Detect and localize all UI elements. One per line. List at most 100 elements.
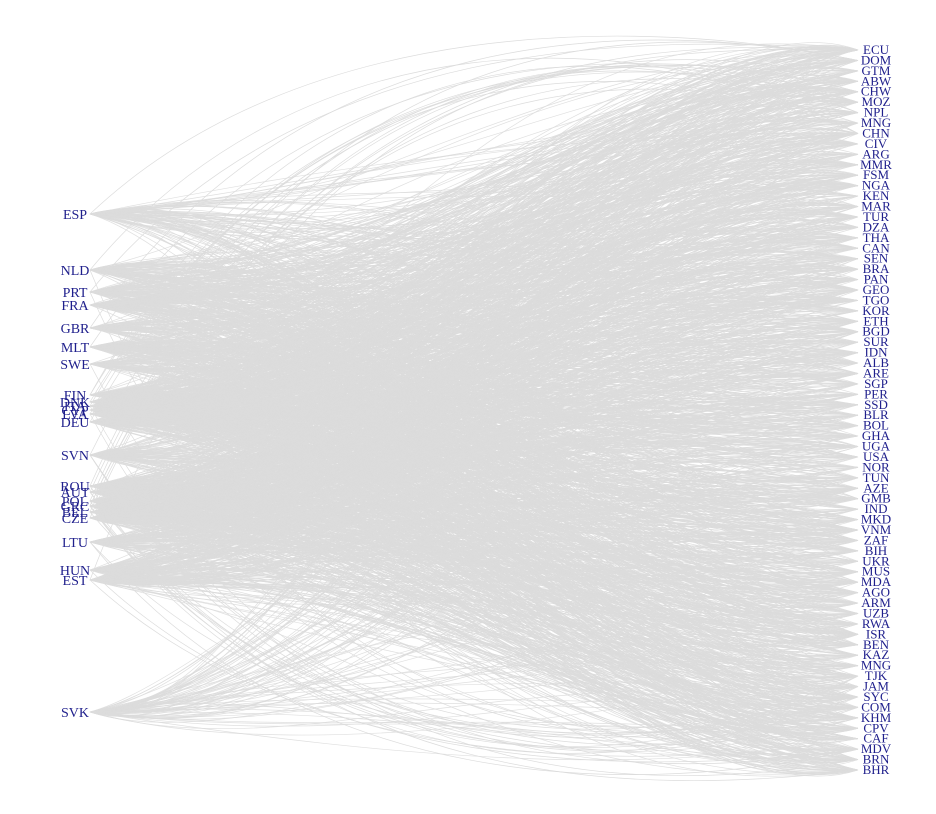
left-node-label: FIN <box>64 389 87 404</box>
edge <box>89 258 859 713</box>
edge <box>89 143 859 507</box>
edge <box>89 423 859 581</box>
edge <box>89 247 859 713</box>
edge <box>89 297 859 715</box>
right-node-label: CAN <box>862 240 890 255</box>
edge <box>89 444 859 713</box>
edge <box>89 349 859 717</box>
edge <box>89 579 859 605</box>
right-node-label: NGA <box>862 178 891 193</box>
edge <box>89 708 859 761</box>
right-node-label: GMB <box>861 491 891 506</box>
right-node-label: CHN <box>862 125 890 140</box>
edge <box>89 45 859 507</box>
edge <box>89 576 859 717</box>
edge <box>89 49 859 581</box>
edge <box>89 153 859 713</box>
right-node-label: PAN <box>864 272 889 287</box>
edge <box>89 203 859 571</box>
edge <box>89 300 859 713</box>
edge <box>89 162 859 581</box>
edge <box>89 540 859 554</box>
right-node-label: IND <box>864 501 887 516</box>
edge <box>89 579 859 646</box>
right-node-label: MDA <box>861 574 892 589</box>
edge <box>89 529 859 581</box>
right-node-label: ISR <box>866 626 887 641</box>
right-node-label: PER <box>864 386 888 401</box>
edge <box>89 49 859 507</box>
edge <box>89 702 859 719</box>
edge <box>89 170 859 519</box>
edge <box>89 491 859 736</box>
left-node-label: PRT <box>63 286 88 301</box>
right-node-label: SSD <box>864 397 888 412</box>
right-node-label: MNG <box>861 658 891 673</box>
right-node-label: ABW <box>861 73 892 88</box>
left-node-label: ROU <box>60 480 90 495</box>
edge <box>89 88 859 507</box>
edge <box>89 341 859 571</box>
edge <box>89 184 859 456</box>
edge <box>89 143 859 581</box>
right-node-labels: ECUDOMGTMABWCHWMOZNPLMNGCHNCIVARGMMRFSMN… <box>860 42 892 777</box>
edge <box>89 227 859 415</box>
edge <box>89 578 859 687</box>
edge <box>89 513 859 713</box>
right-node-label: UKR <box>862 553 890 568</box>
edge <box>89 550 859 713</box>
right-node-label: SYC <box>863 689 888 704</box>
right-node-label: BOL <box>863 418 889 433</box>
right-node-label: ARM <box>861 595 891 610</box>
edge <box>89 505 859 748</box>
edge <box>89 331 859 717</box>
edge <box>89 81 859 407</box>
right-node-label: KHM <box>861 710 892 725</box>
right-node-label: TUR <box>863 209 889 224</box>
edge <box>89 711 859 761</box>
right-node-label: NPL <box>864 105 889 120</box>
right-node-label: KEN <box>863 188 890 203</box>
edge <box>89 143 859 423</box>
edge <box>89 234 859 713</box>
edge <box>89 521 859 713</box>
edge <box>89 541 859 775</box>
edge <box>89 498 859 525</box>
edge <box>89 529 859 713</box>
edge <box>89 43 859 293</box>
left-node-label: CZE <box>62 512 88 527</box>
edge <box>89 143 859 507</box>
edge <box>89 352 859 717</box>
edge <box>89 60 859 519</box>
edge <box>89 60 859 293</box>
edge <box>89 91 859 424</box>
edge <box>89 331 859 571</box>
right-node-label: AGO <box>862 585 890 600</box>
edge <box>89 258 859 581</box>
right-node-label: ECU <box>863 42 890 57</box>
right-node-label: MDV <box>861 741 892 756</box>
edge <box>89 491 859 752</box>
edge <box>89 460 859 713</box>
edge <box>89 682 859 713</box>
edge <box>89 456 859 713</box>
right-node-label: CHW <box>861 84 892 99</box>
right-node-label: GEO <box>863 282 890 297</box>
edge <box>89 579 859 635</box>
edge <box>89 133 859 507</box>
right-node-label: BLR <box>863 407 889 422</box>
right-node-label: GTM <box>862 63 891 78</box>
edge <box>89 511 859 734</box>
edge <box>89 575 859 760</box>
edge <box>89 289 859 543</box>
edge <box>89 288 859 581</box>
edge <box>89 100 859 571</box>
edge <box>89 85 859 423</box>
edge <box>89 579 859 740</box>
edge <box>89 454 859 730</box>
edge <box>89 579 859 698</box>
edge <box>89 525 859 557</box>
edge <box>89 174 859 586</box>
edge <box>89 510 859 543</box>
